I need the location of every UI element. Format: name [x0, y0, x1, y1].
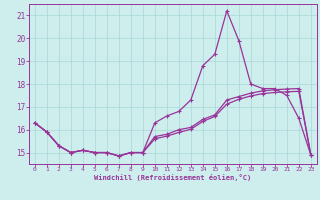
X-axis label: Windchill (Refroidissement éolien,°C): Windchill (Refroidissement éolien,°C) [94, 174, 252, 181]
